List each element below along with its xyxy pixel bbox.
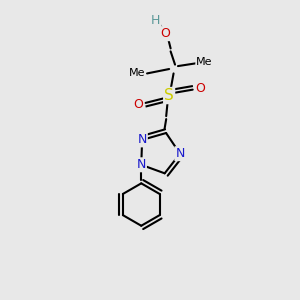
Text: O: O: [160, 27, 170, 40]
Text: Me: Me: [196, 57, 213, 67]
Text: N: N: [137, 134, 147, 146]
Text: O: O: [195, 82, 205, 95]
Text: S: S: [164, 88, 174, 103]
Text: N: N: [136, 158, 146, 171]
Text: H: H: [151, 14, 160, 27]
Text: Me: Me: [128, 68, 145, 78]
Text: N: N: [175, 147, 185, 160]
Text: O: O: [133, 98, 143, 111]
